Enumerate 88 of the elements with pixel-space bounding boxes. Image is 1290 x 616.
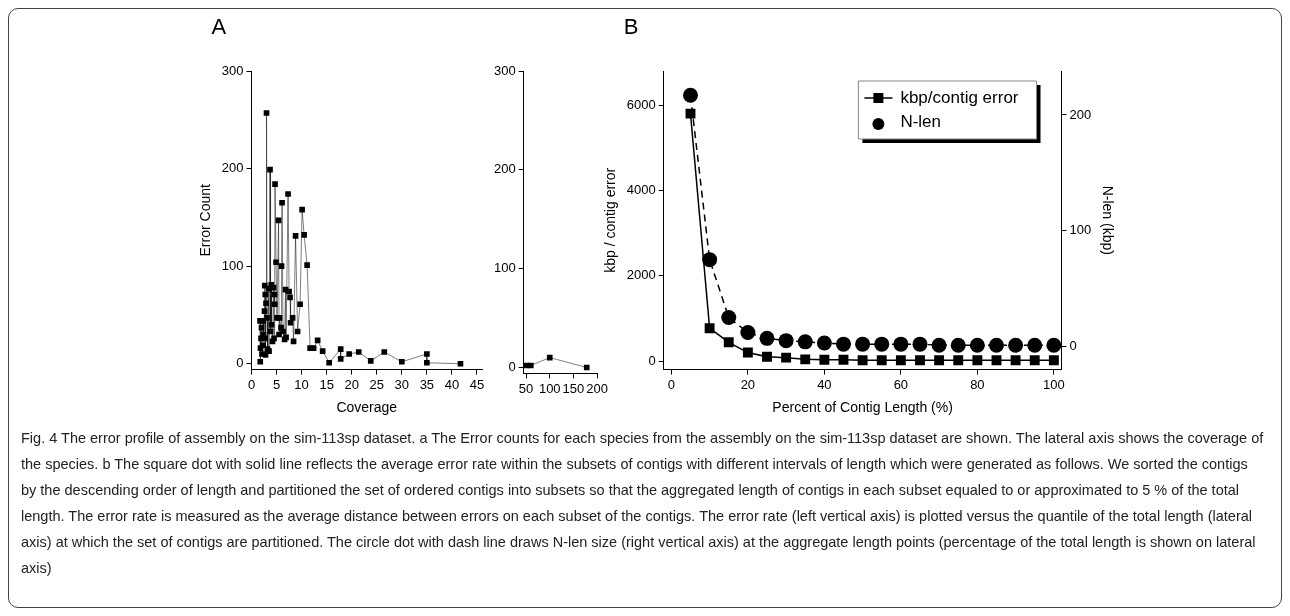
x-tick-label: 150 [562,380,585,396]
point [953,355,964,366]
y-tick-label: 6000 [626,96,656,112]
point [855,336,871,352]
point [704,323,715,334]
x-tick-label: 15 [319,376,334,392]
point [934,355,945,366]
point [721,310,737,326]
point [546,354,553,361]
point [1046,337,1062,353]
x-tick-label: 20 [740,376,756,392]
y2-tick-label: 0 [1069,338,1077,354]
chart-title: B [623,14,639,40]
y-tick-label: 100 [221,257,244,273]
point [991,355,1002,366]
x-tick-label: 50 [518,380,534,396]
legend-label: kbp/contig error [900,87,1019,107]
x-tick-label: 100 [538,380,561,396]
caption: Fig. 4 The error profile of assembly on the sim-113sp dataset. a The Error counts for each species from the assembly on the sim-113sp dataset are shown. The lateral axis shows the coverage of the species. b The square dot with solid line reflects the average error rate within the subsets of contigs with different intervals of length which were generated as follows. We sorted the contigs by the descending order of length and partitioned the set of ordered contigs into subsets so that the aggregated length of contigs in each subset equaled to or approximated to 5 % of the total length. The error rate is measured as the average distance between errors on each subset of the contigs. The error rate (left vertical axis) is plotted versus the quantile of the total length (lateral axis) at which the set of contigs are partitioned. The circle dot with dash line draws N-len size (right vertical axis) at the aggregate length points (percentage of the total length is shown on lateral axis) [21,429,1265,578]
x-tick-label: 5 [272,376,281,392]
point [857,355,868,366]
point [972,355,983,366]
x-tick-label: 40 [817,376,832,392]
x-tick-label: 10 [294,376,309,392]
y-tick-label: 200 [493,161,516,177]
point [781,352,792,363]
point [1010,355,1021,366]
y-tick-label: 0 [648,352,656,368]
point [583,364,590,371]
point [835,336,851,352]
y-tick-label: 0 [508,359,516,375]
point [876,355,887,366]
x-tick-label: 25 [369,376,384,392]
y-tick-label: 300 [221,62,244,78]
y-tick-label: 2000 [626,267,656,283]
y-tick-label: 300 [493,62,516,78]
point [874,336,890,352]
point [895,355,906,366]
x-tick-label: 80 [970,376,985,392]
point [800,354,811,365]
x-tick-label: 40 [444,376,460,392]
point [797,334,813,350]
point [723,337,734,348]
x-tick-label: 30 [394,376,410,392]
point [762,351,772,362]
y-tick-label: 0 [236,355,244,371]
point [915,355,925,366]
chart-title: A [211,14,227,40]
point [838,354,849,365]
x-tick-label: 20 [344,376,359,392]
y2-tick-label: 100 [1069,222,1092,238]
y-tick-label: 4000 [626,182,656,198]
point [893,336,909,352]
x-tick-label: 0 [247,376,256,392]
point [931,337,947,353]
point [912,336,928,352]
point [702,252,718,268]
y-tick-label: 100 [493,260,516,276]
point [988,337,1004,353]
x-axis-title: Percent of Contig Length (%) [772,399,953,416]
point [527,362,534,369]
point [969,337,985,353]
y-axis-title: Error Count [197,184,214,257]
x-tick-label: 60 [893,376,909,392]
legend-label: N-len [900,111,942,131]
point [950,337,966,353]
x-tick-label: 45 [469,376,485,392]
x-tick-label: 0 [667,376,675,392]
point [778,333,794,349]
point [742,347,753,358]
x-axis-title: Coverage [336,399,398,416]
point [816,335,832,351]
point [1048,355,1059,366]
point [1027,337,1043,353]
point [682,87,698,103]
point [740,325,756,341]
y2-tick-label: 200 [1069,106,1092,122]
y-axis-title: kbp / contig error [602,167,619,273]
point [1008,337,1024,353]
point [819,354,830,365]
point [1029,355,1040,366]
point [685,108,696,119]
x-tick-label: 35 [419,376,435,392]
y2-axis-title: N-len (kbp) [1099,185,1116,255]
point [759,330,775,346]
x-tick-label: 100 [1043,376,1065,392]
x-tick-label: 200 [586,380,609,396]
y-tick-label: 200 [221,160,244,176]
